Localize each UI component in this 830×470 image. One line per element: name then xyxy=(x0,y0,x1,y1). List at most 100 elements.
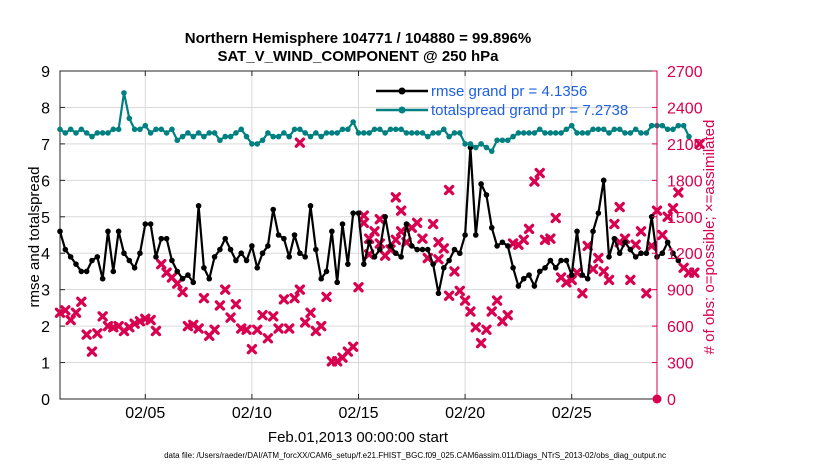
obs-assimilated-marker xyxy=(60,305,71,316)
axis-layer: 02/05 02/10 02/15 02/20 02/25 0 1 2 3 4 5 6 7 8 9 0 300 6… xyxy=(41,64,703,422)
rmse-point xyxy=(462,232,468,238)
totalspread-point xyxy=(622,130,628,136)
obs-assimilated-marker xyxy=(150,325,162,337)
obs-assimilated-marker xyxy=(630,239,641,250)
y2-tick-label: 300 xyxy=(667,356,694,373)
totalspread-point xyxy=(313,130,319,136)
rmse-point xyxy=(526,272,532,278)
rmse-point xyxy=(265,243,271,249)
obs-assimilated-marker xyxy=(294,284,306,295)
totalspread-point xyxy=(291,126,298,133)
obs-assimilated-marker xyxy=(374,214,386,225)
totalspread-point xyxy=(430,130,436,136)
obs-assimilated-marker xyxy=(470,322,481,333)
rmse-point xyxy=(153,254,159,260)
rmse-point xyxy=(542,265,548,271)
obs-assimilated-marker xyxy=(390,192,402,203)
totalspread-point xyxy=(62,130,69,136)
totalspread-point xyxy=(345,126,351,133)
totalspread-point xyxy=(606,130,612,136)
obs-assimilated-marker xyxy=(417,233,428,244)
totalspread-point xyxy=(542,130,548,136)
totalspread-point xyxy=(318,133,324,140)
obs-assimilated-marker xyxy=(603,274,615,286)
rmse-point xyxy=(105,228,111,235)
rmse-point xyxy=(504,243,511,249)
obs-assimilated-marker xyxy=(571,267,583,278)
rmse-point xyxy=(515,283,522,289)
rmse-point xyxy=(334,279,340,286)
totalspread-point xyxy=(206,130,213,136)
obs-assimilated-marker xyxy=(268,311,279,322)
totalspread-point xyxy=(169,126,175,133)
rmse-point xyxy=(371,254,378,260)
totalspread-point xyxy=(190,133,197,140)
rmse-point xyxy=(254,265,261,271)
y2-tick-label: 900 xyxy=(667,283,694,300)
totalspread-point xyxy=(414,130,420,136)
rmse-point xyxy=(190,279,197,286)
obs-assimilated-marker xyxy=(491,295,503,306)
totalspread-point xyxy=(243,133,250,140)
rmse-point xyxy=(249,243,255,249)
obs-assimilated-marker xyxy=(577,288,588,299)
rmse-point xyxy=(584,275,591,282)
rmse-point xyxy=(563,257,570,264)
obs-assimilated-marker xyxy=(358,217,370,229)
rmse-point xyxy=(361,261,367,267)
obs-assimilated-marker xyxy=(241,324,252,335)
obs-assimilated-marker xyxy=(294,137,306,148)
rmse-point xyxy=(675,257,682,264)
rmse-point xyxy=(579,272,586,278)
rmse-point xyxy=(590,228,596,235)
obs-assimilated-marker xyxy=(598,266,609,277)
obs-assimilated-marker xyxy=(390,234,402,246)
rmse-point xyxy=(600,177,607,184)
totalspread-point xyxy=(483,144,490,151)
obs-assimilated-marker xyxy=(305,307,316,318)
rmse-point xyxy=(430,261,436,267)
rmse-point xyxy=(275,232,282,238)
rmse-point xyxy=(142,221,149,227)
totalspread-point xyxy=(504,137,511,144)
totalspread-point xyxy=(648,122,655,129)
y-axis-label: rmse and totalspread xyxy=(26,167,43,308)
rmse-point xyxy=(377,246,383,253)
totalspread-point xyxy=(153,126,159,133)
rmse-point xyxy=(440,265,447,271)
totalspread-point xyxy=(275,133,282,140)
totalspread-point xyxy=(163,130,170,136)
rmse-point xyxy=(131,265,138,271)
obs-assimilated-marker xyxy=(225,312,236,323)
totalspread-point xyxy=(83,130,90,136)
totalspread-point xyxy=(281,130,287,136)
rmse-point xyxy=(456,250,463,257)
rmse-point xyxy=(419,246,426,253)
rmse-point xyxy=(670,250,676,257)
totalspread-point xyxy=(110,126,117,133)
grid-layer xyxy=(60,70,657,400)
rmse-point xyxy=(281,235,287,242)
y-tick-label: 0 xyxy=(41,392,50,409)
totalspread-point xyxy=(643,130,650,136)
totalspread-point xyxy=(233,130,239,136)
rmse-point xyxy=(329,228,335,235)
legend: rmse grand pr = 4.1356 totalspread grand… xyxy=(376,83,628,119)
obs-assimilated-marker xyxy=(299,317,311,328)
obs-assimilated-marker xyxy=(523,223,535,235)
obs-assimilated-marker xyxy=(209,324,220,335)
obs-assimilated-marker xyxy=(673,187,684,198)
rmse-point xyxy=(307,203,314,209)
rmse-point xyxy=(291,232,298,238)
rmse-point xyxy=(638,250,644,257)
rmse-point xyxy=(478,181,484,187)
obs-assimilated-marker xyxy=(86,346,98,357)
obs-assimilated-marker xyxy=(220,284,231,295)
totalspread-point xyxy=(590,126,596,133)
rmse-point xyxy=(574,228,580,235)
rmse-point xyxy=(185,272,191,278)
totalspread-point xyxy=(73,130,79,136)
y2-tick-label: 1500 xyxy=(667,210,703,227)
x-tick-label: 02/20 xyxy=(445,405,485,422)
legend-label-rmse: rmse grand pr = 4.1356 xyxy=(431,83,587,100)
